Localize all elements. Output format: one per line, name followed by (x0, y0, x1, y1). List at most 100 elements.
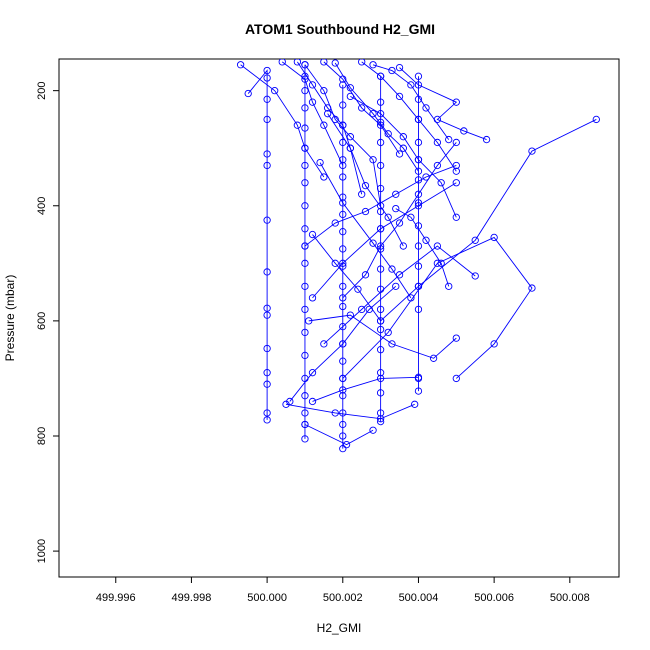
data-point (452, 98, 460, 106)
y-axis: 200 400 600 800 1000 (36, 81, 60, 563)
data-point (361, 207, 370, 216)
data-point (331, 115, 339, 124)
data-point (376, 110, 385, 118)
series-29 (346, 92, 460, 221)
data-point (414, 262, 423, 270)
data-point (339, 138, 347, 147)
data-point (422, 173, 430, 181)
data-point (376, 225, 385, 233)
series-26 (316, 158, 415, 302)
data-point (305, 317, 313, 325)
series-line (312, 376, 419, 402)
series-line (312, 182, 457, 299)
data-point (399, 133, 407, 141)
data-point (301, 161, 309, 170)
data-point (437, 179, 445, 187)
series-5 (236, 61, 328, 181)
data-point (263, 66, 271, 75)
data-point (293, 59, 302, 66)
series-line (372, 64, 450, 140)
data-point (452, 138, 460, 147)
data-point (392, 282, 400, 290)
series-line (319, 162, 412, 299)
data-point (301, 259, 309, 267)
data-point (452, 179, 460, 187)
data-point (308, 230, 317, 239)
data-point (308, 397, 317, 406)
data-point (414, 387, 423, 395)
data-point (263, 161, 271, 170)
data-point (263, 304, 271, 312)
x-tick-label: 499.996 (96, 592, 136, 604)
data-point (471, 272, 479, 280)
data-point (263, 416, 271, 424)
data-point (452, 334, 460, 342)
data-point (263, 216, 271, 224)
data-point (490, 233, 498, 242)
data-point (282, 400, 290, 408)
data-point (301, 392, 309, 400)
series-25 (308, 230, 385, 325)
data-point (422, 104, 430, 112)
data-point (414, 72, 423, 80)
data-point (376, 346, 385, 354)
series-line (323, 245, 476, 345)
data-point (331, 259, 339, 267)
data-point (395, 150, 404, 158)
data-point (320, 340, 328, 348)
data-point (301, 420, 309, 429)
data-point (263, 95, 271, 103)
data-point (263, 150, 271, 158)
data-point (376, 317, 385, 325)
data-point (388, 66, 396, 75)
data-point (301, 104, 309, 112)
data-point (395, 271, 404, 279)
data-point (388, 340, 396, 348)
data-point (414, 115, 423, 124)
data-point (414, 138, 423, 147)
series-0 (244, 66, 271, 424)
data-point (376, 409, 385, 417)
series-line (334, 62, 419, 172)
data-point (263, 311, 271, 319)
data-point (411, 400, 419, 408)
y-tick-label: 400 (36, 197, 48, 215)
data-point (452, 374, 460, 383)
x-tick-label: 500.000 (247, 592, 287, 604)
data-point (301, 282, 309, 290)
data-point (392, 204, 400, 213)
data-point (414, 156, 423, 164)
data-point (320, 59, 328, 66)
data-point (482, 135, 491, 144)
data-point (339, 228, 347, 236)
series-27 (323, 110, 407, 250)
series-22 (308, 373, 423, 406)
series-24 (301, 420, 377, 449)
data-point (407, 213, 415, 221)
x-tick-label: 500.008 (550, 592, 590, 604)
y-tick-label: 1000 (36, 539, 48, 563)
series-10 (331, 59, 423, 175)
data-point (271, 87, 279, 95)
series-line (247, 69, 268, 420)
data-point (263, 409, 271, 417)
data-point (376, 242, 385, 250)
data-point (433, 242, 442, 250)
series-line (281, 61, 344, 166)
data-point (339, 374, 347, 383)
data-point (263, 369, 271, 377)
y-axis-label: Pressure (mbar) (3, 275, 17, 362)
data-point (236, 61, 245, 69)
data-point (407, 81, 415, 89)
series-11 (358, 59, 460, 175)
data-point (308, 369, 317, 377)
data-point (301, 225, 309, 233)
series-line (342, 236, 533, 379)
series-line (395, 208, 450, 287)
data-point (301, 75, 309, 83)
data-point (437, 259, 445, 267)
data-point (339, 357, 347, 365)
data-point (346, 92, 354, 101)
